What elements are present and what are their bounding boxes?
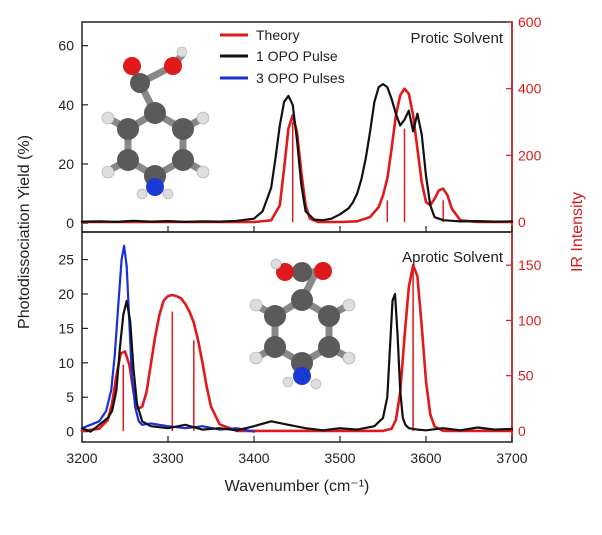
legend-label-3-opo: 3 OPO Pulses (256, 70, 345, 86)
legend-label-1-opo: 1 OPO Pulse (256, 48, 338, 64)
y-tick-label: 10 (58, 355, 74, 371)
y2-tick-label: 200 (518, 147, 542, 163)
panel-label-aprotic: Aprotic Solvent (402, 249, 504, 266)
x-tick-label: 3200 (66, 450, 97, 466)
molecule-icon-top (101, 46, 210, 200)
y-tick-label: 0 (66, 424, 74, 440)
y-tick-label: 40 (58, 97, 74, 113)
molecule-icon-bottom (249, 258, 356, 390)
y2-tick-label: 100 (518, 312, 542, 328)
y-tick-label: 25 (58, 252, 74, 268)
y2-tick-label: 150 (518, 257, 542, 273)
y2-tick-label: 400 (518, 81, 542, 97)
x-tick-label: 3500 (324, 450, 355, 466)
x-tick-label: 3300 (152, 450, 183, 466)
y-axis-title: Photodissociation Yield (%) (16, 135, 33, 329)
y-tick-label: 0 (66, 215, 74, 231)
series-line-theory-top (80, 87, 514, 224)
y2-tick-label: 0 (518, 214, 526, 230)
series-line-1-opo-pulse-bottom (80, 292, 514, 433)
series-line-1-opo-pulse-top (80, 83, 514, 223)
y2-axis-title: IR Intensity (569, 192, 586, 272)
y-tick-label: 60 (58, 38, 74, 54)
series-line-theory-bottom (80, 263, 514, 433)
y2-tick-label: 600 (518, 14, 542, 30)
lines-layer (80, 83, 514, 433)
x-tick-label: 3700 (496, 450, 527, 466)
y2-tick-label: 50 (518, 368, 534, 384)
y-tick-label: 20 (58, 156, 74, 172)
x-tick-label: 3600 (410, 450, 441, 466)
ticks-layer: 3200 3300 3400 3500 3600 37000204060020040060… (58, 14, 541, 466)
x-tick-label: 3400 (238, 450, 269, 466)
sticks-layer (122, 122, 444, 431)
legend-label-theory: Theory (256, 27, 300, 43)
y-tick-label: 15 (58, 320, 74, 336)
y2-tick-label: 0 (518, 423, 526, 439)
panel-label-protic: Protic Solvent (410, 30, 503, 47)
series-line-3-opo-pulses-bottom (80, 244, 256, 433)
legend: Theory 1 OPO Pulse 3 OPO Pulses (220, 27, 345, 86)
y-tick-label: 20 (58, 286, 74, 302)
x-axis-title: Wavenumber (cm⁻¹) (225, 478, 370, 495)
y-tick-label: 5 (66, 389, 74, 405)
